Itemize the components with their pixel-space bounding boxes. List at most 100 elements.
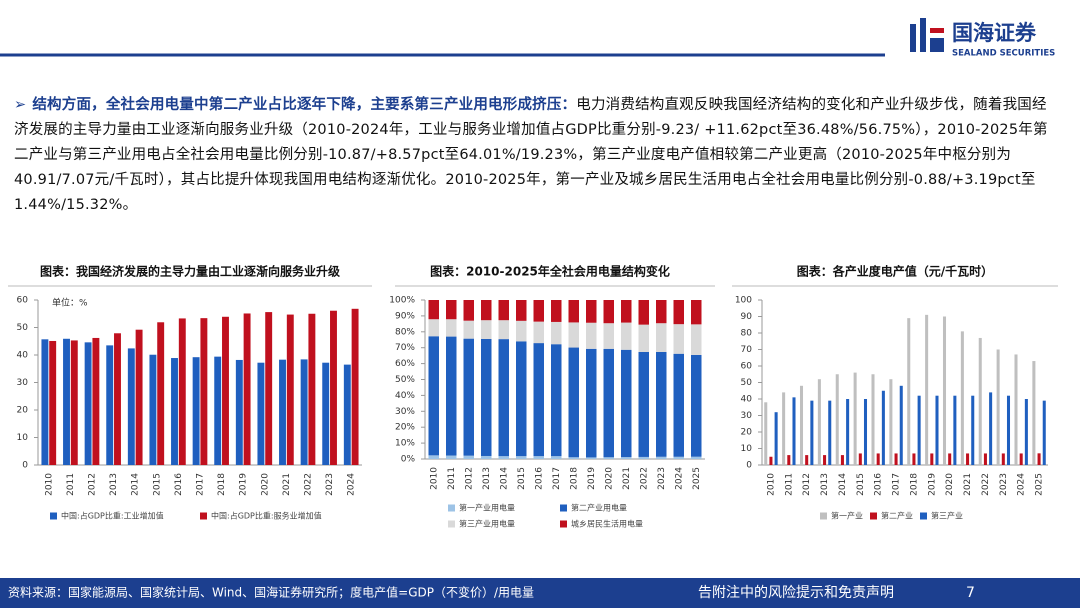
bar [871, 374, 875, 465]
x-tick-label: 2011 [784, 473, 794, 496]
bar [912, 453, 916, 465]
logo-subtext: SEALAND SECURITIES [952, 49, 1055, 59]
x-tick-label: 2023 [657, 467, 667, 490]
x-tick-label: 2020 [604, 467, 614, 490]
bar-segment [498, 339, 509, 457]
bar-segment [428, 319, 439, 337]
bar-segment [603, 348, 614, 458]
bar [157, 322, 165, 465]
bar [84, 342, 92, 465]
chart-title: 图表：我国经济发展的主导力量由工业逐渐向服务业升级 [40, 264, 340, 279]
legend-swatch [560, 504, 567, 512]
bar-segment [533, 321, 544, 344]
bar-segment [428, 455, 439, 459]
bar-segment [621, 349, 632, 458]
x-tick-label: 2016 [174, 473, 184, 496]
x-tick-label: 2019 [587, 467, 597, 490]
bar [214, 356, 222, 465]
x-tick-label: 2013 [482, 467, 492, 490]
x-tick-label: 2023 [325, 473, 335, 496]
bar [805, 455, 809, 465]
x-tick-label: 2024 [1017, 473, 1027, 496]
bar [1024, 399, 1028, 465]
y-tick-label: 20 [741, 428, 753, 438]
bar-segment [533, 343, 544, 457]
x-tick-label: 2011 [66, 473, 76, 496]
bar [171, 358, 178, 465]
bar [92, 337, 100, 465]
bar-segment [603, 300, 614, 324]
y-tick-label: 70 [741, 345, 753, 355]
unit-label: 单位：% [52, 297, 88, 309]
bar [823, 455, 827, 465]
bar [971, 395, 975, 465]
x-tick-label: 2014 [131, 473, 141, 496]
bar [782, 392, 786, 465]
bar [960, 331, 964, 465]
bar [894, 453, 898, 465]
bar-segment [463, 300, 474, 321]
bar [817, 379, 821, 465]
x-tick-label: 2019 [927, 473, 937, 496]
bar-segment [603, 457, 614, 459]
bar-segment [621, 300, 632, 323]
body-paragraph: 电力消费结构直观反映我国经济结构的变化和产业升级步伐，随着我国经济发展的主导力量… [14, 97, 1048, 213]
bar [127, 348, 135, 465]
bar [925, 314, 929, 465]
x-tick-label: 2022 [304, 473, 314, 496]
x-tick-label: 2024 [347, 473, 357, 496]
bar [799, 385, 804, 465]
bar [966, 453, 970, 465]
bar [149, 354, 157, 465]
x-tick-label: 2023 [999, 473, 1009, 496]
x-tick-label: 2021 [963, 473, 973, 496]
y-tick-label: 50 [17, 323, 29, 333]
bar [300, 359, 308, 465]
x-tick-label: 2017 [892, 473, 902, 496]
bar [774, 412, 778, 465]
bar [876, 453, 880, 465]
bar-segment [516, 320, 527, 342]
x-tick-label: 2019 [239, 473, 249, 496]
logo-text: 国海证券 [952, 21, 1037, 45]
x-tick-label: 2015 [856, 473, 866, 496]
bar [764, 402, 768, 465]
y-tick-label: 50 [741, 378, 753, 388]
bar-segment [656, 300, 667, 324]
bar-segment [446, 300, 457, 320]
bar [907, 318, 911, 465]
legend-label: 第二产业 [881, 511, 913, 521]
bar-segment [586, 300, 597, 323]
footer-disclaimer: 告附注中的风险提示和免责声明 [698, 585, 894, 601]
bar-segment [498, 456, 509, 459]
bar [322, 362, 330, 465]
bar [41, 339, 49, 465]
bar [930, 453, 934, 465]
bar-segment [428, 300, 439, 320]
bar-segment [656, 351, 667, 457]
bar [983, 453, 987, 465]
y-tick-label: 40% [395, 391, 415, 401]
bar [853, 372, 857, 465]
bar [200, 318, 208, 465]
bar-segment [568, 300, 579, 323]
bar-segment [638, 300, 649, 325]
bar [106, 345, 114, 465]
bar-segment [656, 456, 667, 459]
legend-swatch [50, 512, 57, 520]
bar [286, 314, 294, 465]
y-tick-label: 60% [395, 359, 415, 369]
bar [828, 400, 832, 465]
x-tick-label: 2021 [622, 467, 632, 490]
bar-segment [481, 300, 492, 321]
x-tick-label: 2013 [109, 473, 119, 496]
bar [863, 399, 868, 465]
bar [49, 340, 57, 465]
x-tick-label: 2017 [196, 473, 206, 496]
footer-source: 资料来源：国家能源局、国家统计局、Wind、国海证券研究所；度电产值=GDP（不… [8, 585, 534, 600]
legend-swatch [448, 504, 455, 512]
bar-segment [516, 341, 527, 457]
x-tick-label: 2010 [766, 473, 776, 496]
bar [343, 364, 351, 465]
